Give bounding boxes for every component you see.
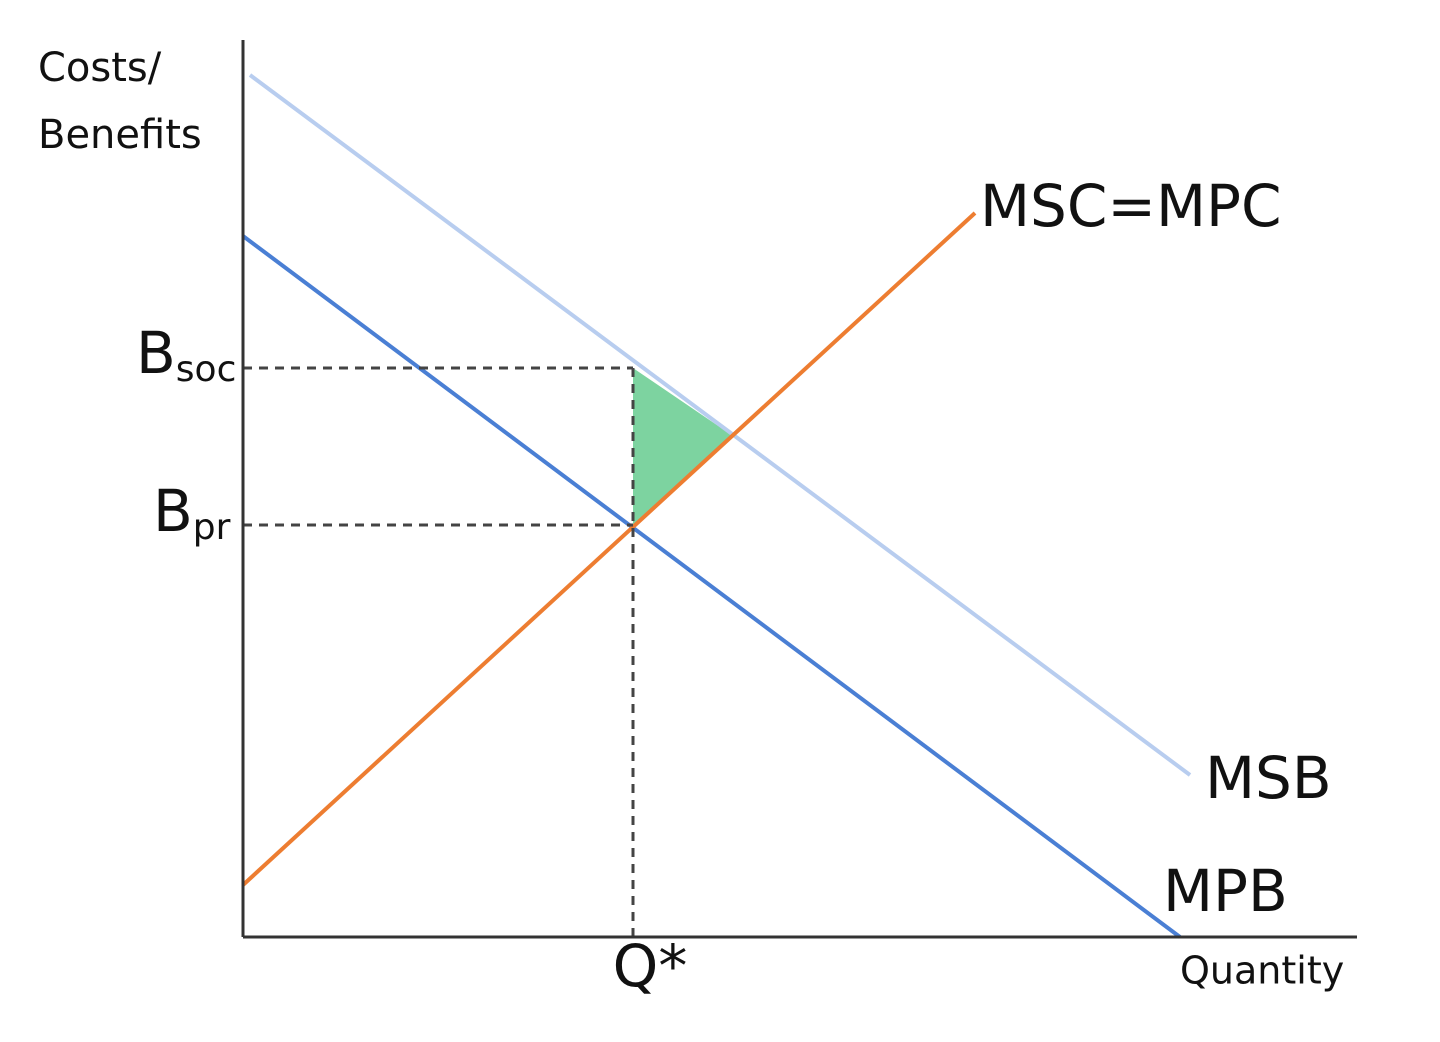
level-main: B (153, 477, 193, 545)
curve-label: MSB (1205, 744, 1332, 812)
welfare-gain-area (633, 368, 733, 525)
y-axis-label: Benefits (38, 112, 202, 158)
level-label: Bsoc (136, 319, 236, 390)
level-sub: pr (193, 507, 231, 548)
msb-curve (248, 73, 1192, 777)
curve-label: MSC=MPC (980, 172, 1281, 240)
quantity-label: Q* (613, 932, 688, 1000)
level-main: B (136, 319, 176, 387)
y-axis-label: Costs/ (38, 45, 162, 91)
x-axis-label: Quantity (1180, 949, 1344, 993)
curve-label: MPB (1163, 857, 1288, 925)
mpb-curve (241, 234, 1182, 939)
level-sub: soc (176, 349, 237, 390)
level-label: Bpr (153, 477, 231, 548)
msc-curve (241, 211, 977, 887)
